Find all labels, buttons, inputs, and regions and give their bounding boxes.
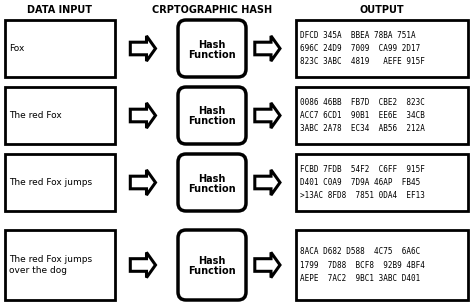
Bar	[130, 259, 146, 271]
Polygon shape	[130, 170, 155, 195]
Polygon shape	[255, 170, 280, 195]
Text: The red Fox: The red Fox	[9, 111, 62, 120]
Bar	[255, 42, 271, 55]
Text: The red Fox jumps
over the dog: The red Fox jumps over the dog	[9, 255, 92, 275]
Polygon shape	[146, 170, 155, 195]
Text: Hash: Hash	[198, 106, 226, 117]
Bar	[255, 176, 271, 189]
Bar	[5, 154, 115, 211]
FancyBboxPatch shape	[178, 20, 246, 77]
Polygon shape	[255, 36, 280, 61]
Bar	[5, 87, 115, 144]
Bar	[255, 259, 271, 271]
FancyBboxPatch shape	[178, 87, 246, 144]
Text: 8ACA D682 D588  4C75  6A6C
1799  7D88  BCF8  92B9 4BF4
AEPE  7AC2  9BC1 3ABC D40: 8ACA D682 D588 4C75 6A6C 1799 7D88 BCF8 …	[300, 247, 425, 283]
Text: The red Fox jumps: The red Fox jumps	[9, 178, 92, 187]
Polygon shape	[255, 103, 280, 128]
Text: Hash: Hash	[198, 256, 226, 266]
Text: OUTPUT: OUTPUT	[360, 5, 404, 15]
Polygon shape	[271, 36, 280, 61]
Bar	[130, 109, 146, 122]
Bar	[296, 20, 468, 77]
Text: Function: Function	[188, 49, 236, 59]
Polygon shape	[146, 103, 155, 128]
Bar	[130, 42, 146, 55]
Bar	[296, 154, 468, 211]
Bar	[255, 109, 271, 122]
Polygon shape	[255, 253, 280, 278]
Polygon shape	[146, 253, 155, 278]
Polygon shape	[271, 170, 280, 195]
Polygon shape	[130, 253, 155, 278]
Text: Fox: Fox	[9, 44, 24, 53]
Text: Function: Function	[188, 117, 236, 127]
Text: 0086 46BB  FB7D  CBE2  823C
ACC7 6CD1  90B1  EE6E  34CB
3ABC 2A78  EC34  AB56  2: 0086 46BB FB7D CBE2 823C ACC7 6CD1 90B1 …	[300, 98, 425, 133]
Bar	[130, 176, 146, 189]
FancyBboxPatch shape	[178, 154, 246, 211]
Text: Function: Function	[188, 184, 236, 193]
Bar	[5, 230, 115, 300]
Bar	[296, 87, 468, 144]
Bar	[5, 20, 115, 77]
Text: Function: Function	[188, 266, 236, 276]
Text: Hash: Hash	[198, 40, 226, 49]
Bar	[296, 230, 468, 300]
Text: DFCD 345A  BBEA 78BA 751A
696C 24D9  7009  CA99 2D17
823C 3ABC  4819   AEFE 915F: DFCD 345A BBEA 78BA 751A 696C 24D9 7009 …	[300, 31, 425, 66]
Polygon shape	[146, 36, 155, 61]
Polygon shape	[271, 253, 280, 278]
Text: FCBD 7FDB  54F2  C6FF  915F
D401 C0A9  7D9A 46AP  FB45
>13AC 8FD8  7851 0DA4  EF: FCBD 7FDB 54F2 C6FF 915F D401 C0A9 7D9A …	[300, 165, 425, 200]
Polygon shape	[130, 103, 155, 128]
Text: DATA INPUT: DATA INPUT	[27, 5, 92, 15]
Polygon shape	[130, 36, 155, 61]
Text: Hash: Hash	[198, 174, 226, 184]
Polygon shape	[271, 103, 280, 128]
Text: CRPTOGRAPHIC HASH: CRPTOGRAPHIC HASH	[152, 5, 272, 15]
FancyBboxPatch shape	[178, 230, 246, 300]
